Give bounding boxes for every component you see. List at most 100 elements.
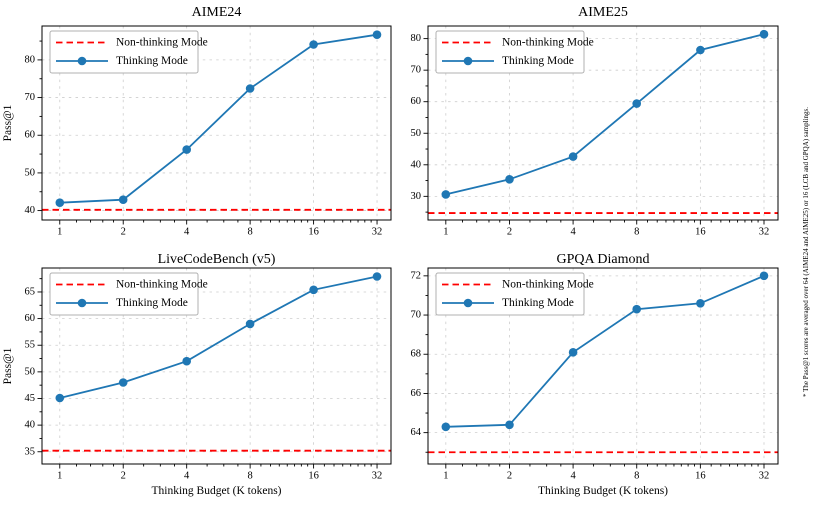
y-tick-label: 35 (25, 446, 36, 457)
plot-frame (427, 25, 779, 221)
legend: Non-thinking Mode Thinking Mode (435, 30, 594, 74)
x-axis-label: Thinking Budget (K tokens) (152, 485, 282, 497)
chart-title: AIME25 (578, 5, 628, 20)
data-point (55, 198, 65, 207)
gridlines (42, 268, 391, 464)
y-tick-label: 60 (25, 130, 36, 141)
data-point (182, 356, 191, 366)
x-axis (59, 464, 378, 469)
gridlines (428, 268, 778, 464)
x-tick-label: 1 (57, 471, 62, 482)
data-point (118, 195, 128, 204)
chart-livecodebench-v5: 1 2 4 8 16 32 35 40 45 50 55 60 65 LiveCodeBench (v5)… (2, 252, 392, 497)
footnote-vertical: * The Pass@1 scores are averaged over 64… (802, 107, 810, 397)
y-tick-label: 70 (25, 92, 36, 103)
y-axis (37, 278, 42, 453)
legend-label: Thinking Mode (502, 55, 574, 67)
x-tick-label: 32 (372, 227, 383, 238)
x-axis-label: Thinking Budget (K tokens) (538, 485, 668, 497)
data-point (505, 175, 514, 184)
x-tick-label: 4 (570, 471, 576, 482)
data-point (568, 348, 578, 357)
chart-aime25: 1 2 4 8 16 32 30 40 50 60 70 80 AIME25 Non-thinking M… (411, 5, 779, 238)
legend-box (435, 272, 585, 316)
x-tick-label: 2 (507, 227, 512, 238)
x-tick-label: 32 (759, 227, 770, 238)
data-point (245, 84, 255, 93)
chart-gpqa-diamond: 1 2 4 8 16 32 64 66 68 70 72 GPQA Diamond Thinking B… (411, 252, 779, 497)
data-point (632, 99, 641, 108)
legend-label: Non-thinking Mode (116, 279, 208, 291)
y-tick-label: 40 (411, 159, 422, 170)
legend-sample-marker (77, 298, 87, 308)
x-tick-label: 4 (570, 227, 576, 238)
data-point (372, 272, 382, 281)
y-tick-label: 50 (411, 128, 422, 139)
data-point (118, 378, 128, 387)
thinking-line (445, 33, 765, 196)
y-tick-label: 65 (25, 286, 36, 297)
thinking-line (445, 274, 765, 428)
thinking-line (59, 33, 378, 204)
data-point (372, 30, 382, 39)
y-tick-label: 55 (25, 340, 36, 351)
legend-label: Thinking Mode (502, 297, 574, 309)
y-tick-label: 60 (411, 96, 422, 107)
x-tick-label: 32 (372, 471, 383, 482)
data-point (245, 319, 255, 329)
y-tick-label: 68 (411, 349, 422, 360)
x-axis (59, 220, 378, 225)
thinking-markers (55, 30, 382, 207)
x-tick-label: 4 (184, 227, 190, 238)
data-point (759, 29, 769, 39)
legend-label: Thinking Mode (116, 297, 188, 309)
y-axis-label: Pass@1 (2, 104, 14, 141)
x-tick-label: 2 (507, 471, 512, 482)
y-tick-label: 40 (25, 205, 36, 216)
legend: Non-thinking Mode Thinking Mode (49, 272, 208, 316)
chart-title: LiveCodeBench (v5) (158, 252, 276, 267)
x-axis (445, 220, 765, 225)
y-axis-label: Pass@1 (2, 347, 14, 384)
y-axis (37, 40, 42, 212)
y-axis (423, 38, 428, 213)
y-tick-label: 64 (411, 427, 422, 438)
y-tick-label: 72 (411, 270, 422, 281)
legend: Non-thinking Mode Thinking Mode (49, 30, 208, 74)
x-tick-label: 2 (121, 227, 126, 238)
y-tick-label: 50 (25, 366, 36, 377)
legend-sample-marker (77, 56, 87, 66)
legend-label: Non-thinking Mode (116, 37, 208, 49)
legend-label: Thinking Mode (116, 55, 188, 67)
data-point (759, 271, 769, 281)
thinking-markers (441, 29, 769, 199)
plot-frame (427, 267, 779, 465)
thinking-markers (55, 272, 382, 403)
y-tick-label: 45 (25, 393, 36, 404)
x-tick-label: 4 (184, 471, 190, 482)
x-axis (445, 464, 765, 469)
legend-label: Non-thinking Mode (502, 37, 594, 49)
data-point (696, 45, 705, 55)
data-point (632, 304, 641, 314)
chart-title: AIME24 (192, 5, 242, 20)
x-tick-label: 8 (634, 471, 639, 482)
legend-sample-marker (463, 298, 473, 308)
y-tick-label: 70 (411, 310, 422, 321)
data-point (441, 422, 451, 432)
thinking-line (59, 275, 378, 399)
thinking-markers (441, 271, 769, 432)
y-tick-label: 30 (411, 191, 422, 202)
x-tick-label: 32 (759, 471, 770, 482)
plot-frame (41, 267, 392, 465)
legend-box (49, 30, 199, 74)
legend: Non-thinking Mode Thinking Mode (435, 272, 594, 316)
y-tick-label: 80 (25, 54, 36, 65)
legend-box (49, 272, 199, 316)
plot-frame (41, 25, 392, 221)
x-tick-label: 16 (695, 227, 706, 238)
x-tick-label: 2 (121, 471, 126, 482)
x-tick-label: 1 (443, 471, 448, 482)
y-tick-label: 66 (411, 388, 422, 399)
gridlines (428, 26, 778, 220)
